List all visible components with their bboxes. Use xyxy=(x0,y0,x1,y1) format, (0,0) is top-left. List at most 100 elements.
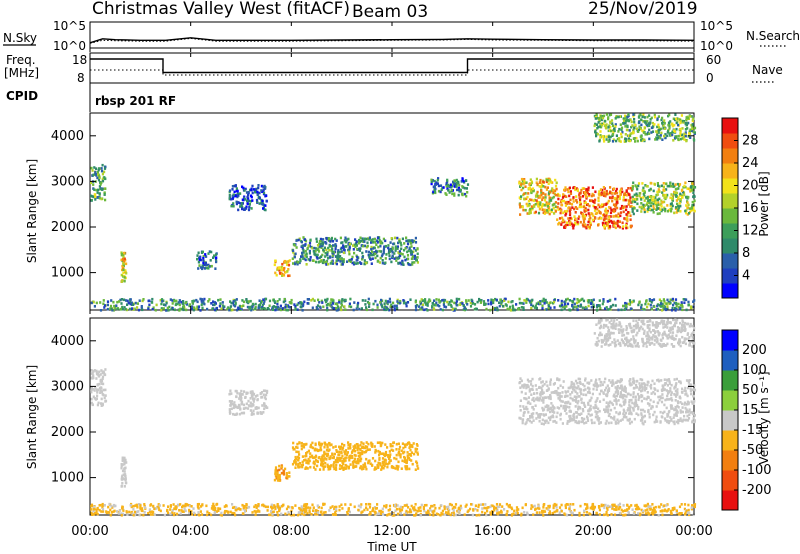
cell xyxy=(633,405,636,408)
cell xyxy=(295,450,298,454)
cell xyxy=(551,181,554,184)
cell xyxy=(284,306,287,309)
cell xyxy=(339,447,342,451)
cell xyxy=(609,408,613,412)
cell xyxy=(501,304,505,308)
cell xyxy=(622,119,626,122)
cell xyxy=(236,189,239,193)
cell xyxy=(307,244,310,247)
cell xyxy=(386,308,389,311)
cell xyxy=(619,214,622,218)
cell xyxy=(350,454,354,458)
cell xyxy=(613,415,616,419)
cell xyxy=(594,198,597,202)
cell xyxy=(605,212,608,215)
cell xyxy=(215,253,218,256)
cell xyxy=(325,242,328,245)
cell xyxy=(530,198,533,202)
cell xyxy=(359,451,362,455)
cell xyxy=(669,416,672,419)
cell xyxy=(400,247,403,251)
cell xyxy=(641,182,644,185)
cell xyxy=(348,302,351,306)
cell xyxy=(603,140,606,143)
cell xyxy=(282,469,285,472)
cell xyxy=(692,185,695,189)
cell xyxy=(275,477,278,480)
cell xyxy=(636,209,639,212)
cell xyxy=(264,208,267,212)
cell xyxy=(539,300,542,303)
cell xyxy=(180,300,183,304)
cell xyxy=(629,214,632,217)
cell xyxy=(252,404,255,407)
cell xyxy=(627,211,630,214)
cell xyxy=(520,379,523,383)
cell xyxy=(281,267,284,270)
cell xyxy=(228,190,231,194)
cell xyxy=(341,454,344,458)
cell xyxy=(662,305,665,308)
cell xyxy=(549,415,552,419)
cell xyxy=(626,218,629,221)
cell xyxy=(492,301,495,305)
cell xyxy=(469,301,472,305)
cell xyxy=(242,186,245,190)
cell xyxy=(262,298,265,301)
cell xyxy=(604,222,607,225)
cell xyxy=(321,241,324,244)
cell xyxy=(362,446,365,450)
cell xyxy=(419,300,422,304)
cell xyxy=(221,301,224,304)
cell xyxy=(650,301,653,304)
cell xyxy=(600,217,603,220)
cell xyxy=(106,303,109,307)
cell xyxy=(682,135,685,138)
scatter-region-7 xyxy=(518,177,558,216)
cell xyxy=(550,402,553,405)
cell xyxy=(643,116,646,119)
cell xyxy=(399,261,402,265)
cell xyxy=(590,299,593,302)
cell xyxy=(434,183,437,186)
cell xyxy=(325,454,328,458)
cell xyxy=(373,238,376,241)
cell xyxy=(122,271,125,275)
cell xyxy=(554,201,557,204)
cell xyxy=(531,406,534,409)
cell xyxy=(384,450,388,454)
cell xyxy=(414,468,417,471)
cell xyxy=(679,417,682,420)
cell xyxy=(389,305,392,308)
cell xyxy=(613,399,616,402)
cell xyxy=(96,391,99,394)
cell xyxy=(407,257,410,261)
cell xyxy=(565,200,568,204)
cell xyxy=(683,414,686,418)
cell xyxy=(334,302,337,306)
cell xyxy=(123,458,126,461)
cell xyxy=(265,393,268,397)
cell xyxy=(685,118,688,122)
cell xyxy=(567,390,570,393)
cell xyxy=(353,251,356,255)
cell xyxy=(529,207,532,211)
cell xyxy=(666,134,669,138)
cell xyxy=(338,453,341,456)
cell xyxy=(340,258,343,261)
cell xyxy=(509,305,512,309)
cell xyxy=(244,406,247,410)
cell xyxy=(650,116,653,120)
cell xyxy=(578,299,581,302)
cell xyxy=(570,417,573,421)
cell xyxy=(564,223,567,227)
cell xyxy=(633,386,636,390)
cell xyxy=(606,192,609,196)
cell xyxy=(609,416,613,419)
cell xyxy=(376,241,379,244)
cell xyxy=(614,420,617,424)
cell xyxy=(552,188,555,192)
cell xyxy=(238,304,241,308)
cell xyxy=(258,306,261,309)
cell xyxy=(666,413,669,416)
